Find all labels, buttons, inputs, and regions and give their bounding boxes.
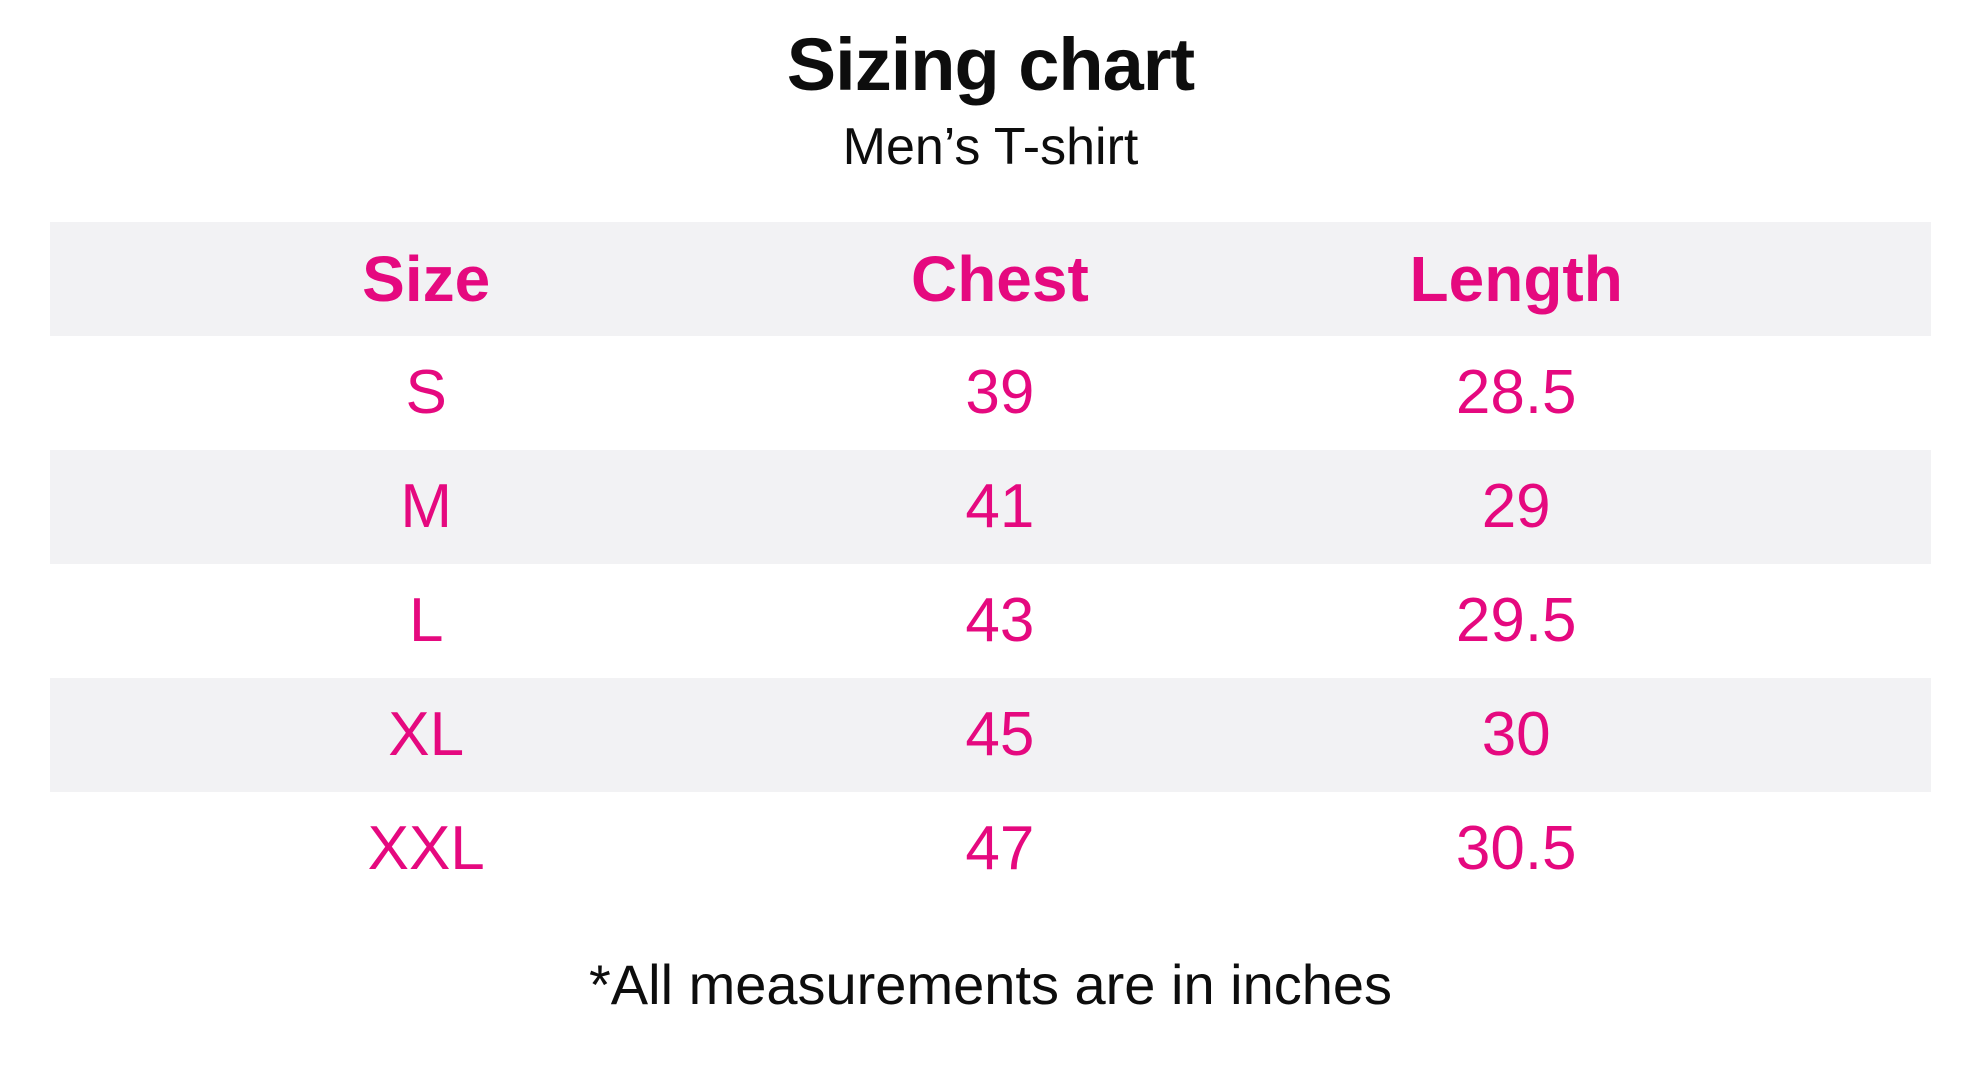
length-cell: 29.5: [1455, 586, 1577, 656]
size-cell: S: [405, 358, 447, 428]
chest-cell: 41: [965, 472, 1035, 542]
column-header-size: Size: [362, 242, 491, 315]
sizing-table: Size Chest Length S 39 28.5 M 41 29 L 43…: [50, 221, 1931, 906]
length-cell: 29: [1481, 472, 1551, 542]
length-cell: 30.5: [1455, 814, 1577, 884]
length-cell: 28.5: [1455, 358, 1577, 428]
column-header-chest: Chest: [910, 242, 1089, 315]
table-row-l: L 43 29.5: [50, 564, 1931, 678]
column-header-length: Length: [1409, 242, 1623, 315]
chest-cell: 45: [965, 700, 1035, 770]
table-header-row: Size Chest Length: [50, 221, 1931, 336]
table-row-xxl: XXL 47 30.5: [50, 792, 1931, 906]
table-row-xl: XL 45 30: [50, 677, 1931, 792]
measurements-footnote: *All measurements are in inches: [588, 952, 1393, 1016]
table-row-s: S 39 28.5: [50, 336, 1931, 450]
chest-cell: 43: [965, 586, 1035, 656]
chest-cell: 47: [965, 814, 1035, 884]
size-cell: M: [400, 472, 453, 542]
table-row-m: M 41 29: [50, 449, 1931, 564]
size-cell: L: [408, 586, 444, 656]
size-cell: XXL: [367, 814, 485, 884]
length-cell: 30: [1481, 700, 1551, 770]
chest-cell: 39: [965, 358, 1035, 428]
page-subtitle: Men’s T-shirt: [842, 117, 1139, 176]
size-cell: XL: [388, 700, 465, 770]
page-title: Sizing chart: [786, 23, 1195, 106]
